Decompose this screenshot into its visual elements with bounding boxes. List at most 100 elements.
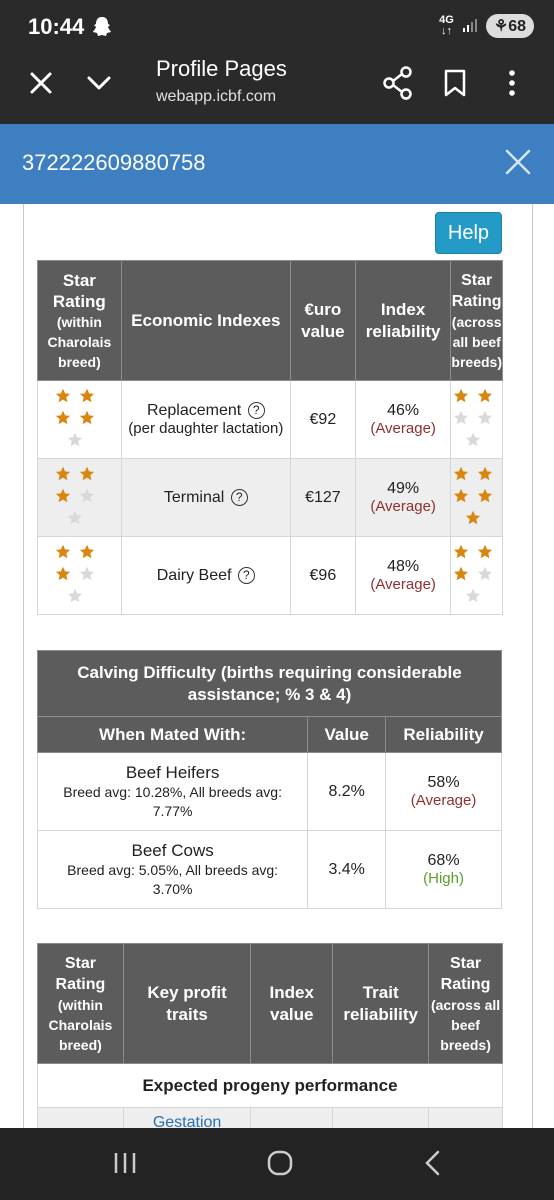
table-row: Beef Heifers Breed avg: 10.28%, All bree… [36,752,502,831]
star-filled-icon [56,566,71,581]
star-filled-icon [453,544,468,559]
star-filled-icon [80,466,95,481]
mated-with-cell: Beef Heifers Breed avg: 10.28%, All bree… [36,752,309,831]
star-filled-icon [453,488,468,503]
col-star-within: Star Rating (within Charolais breed) [37,943,124,1064]
star-filled-icon [80,410,95,425]
calving-difficulty-table: Calving Difficulty (births requiring con… [36,650,502,909]
euro-value: €92 [289,380,356,459]
col-star-across: Star Rating (across all beef breeds) [428,943,503,1064]
snapchat-icon [92,16,112,44]
star-rating-icons [55,384,103,450]
star-filled-icon [477,488,492,503]
help-button[interactable]: Help [435,212,502,254]
economic-indexes-table: Star Rating (within Charolais breed) Econo… [37,260,503,615]
star-filled-icon [56,410,71,425]
star-empty-icon [68,510,83,525]
key-profit-traits-table: Star Rating (within Charolais breed) Key p… [37,943,503,1128]
col-economic-indexes: Economic Indexes [120,260,291,381]
col-reliability: Reliability [385,716,502,753]
col-key-profit-traits: Key profit traits [122,943,252,1064]
star-filled-icon [56,388,71,403]
calving-reliability: 68% (High) [385,830,502,909]
recents-icon[interactable] [112,1150,138,1176]
star-filled-icon [56,544,71,559]
euro-value: €127 [289,458,356,537]
star-rating-icons [453,462,501,528]
star-empty-icon [465,588,480,603]
table-row: Replacement ? (per daughter lactation) €… [37,380,503,459]
star-rating-across [450,536,503,615]
browser-toolbar: Profile Pages webapp.icbf.com [0,54,554,124]
star-empty-icon [477,410,492,425]
col-index-reliability: Index reliability [354,260,452,381]
star-filled-icon [56,466,71,481]
star-rating-icons [453,540,501,606]
back-icon[interactable] [423,1150,443,1176]
star-filled-icon [453,566,468,581]
star-rating-icons [453,384,501,450]
modal-header: 372222609880758 [0,124,554,204]
page-url[interactable]: webapp.icbf.com [156,88,277,105]
star-empty-icon [80,488,95,503]
system-nav-bar [0,1128,554,1200]
col-star-across: Star Rating (across all beef breeds) [450,260,503,381]
star-filled-icon [477,388,492,403]
star-filled-icon [477,544,492,559]
star-empty-icon [80,566,95,581]
chevron-down-icon[interactable] [84,68,114,98]
index-name-cell: Terminal ? [120,458,291,537]
section-label: Expected progeny performance [37,1063,503,1108]
share-icon[interactable] [382,66,414,100]
reliability-cell: 46% (Average) [354,380,452,459]
reliability-cell: 48% (Average) [354,536,452,615]
col-star-within: Star Rating (within Charolais breed) [37,260,122,381]
question-icon[interactable]: ? [230,488,248,506]
col-trait-reliability: Trait reliability [332,943,430,1064]
calving-value: 3.4% [307,830,387,909]
status-indicators: 4G ↓↑ ⚘68 [439,14,534,38]
star-rating-across [450,458,503,537]
calving-table-title: Calving Difficulty (births requiring con… [37,650,502,717]
index-name-cell: Replacement ? (per daughter lactation) [120,380,291,459]
table-row: Terminal ? €127 49% (Average) [37,458,503,537]
close-icon[interactable] [26,68,56,98]
status-time: 10:44 [28,14,85,39]
star-rating-within [37,458,122,537]
network-indicator: 4G ↓↑ [439,14,454,37]
euro-value: €96 [289,536,356,615]
star-filled-icon [453,388,468,403]
bookmark-icon[interactable] [442,68,468,98]
more-options-icon[interactable] [502,68,522,98]
leaf-icon: ⚘ [493,18,509,35]
col-euro-value: €uro value [289,260,356,381]
star-empty-icon [68,588,83,603]
content-frame [23,204,533,1128]
star-filled-icon [80,544,95,559]
signal-icon [462,17,478,36]
home-icon[interactable] [267,1150,293,1176]
star-rating-within [37,536,122,615]
star-filled-icon [80,388,95,403]
table-row: Beef Cows Breed avg: 5.05%, All breeds a… [36,830,502,909]
modal-content[interactable]: Help Star Rating (within Charolais breed) … [0,204,554,1128]
col-index-value: Index value [250,943,334,1064]
question-icon[interactable]: ? [237,566,255,584]
status-bar: 10:44 4G ↓↑ ⚘68 [0,0,554,54]
star-rating-across [450,380,503,459]
star-rating-within [37,380,122,459]
star-filled-icon [453,466,468,481]
reliability-cell: 49% (Average) [354,458,452,537]
trait-link[interactable]: Gestation [122,1107,252,1128]
calving-value: 8.2% [307,752,387,831]
star-rating-icons [55,462,103,528]
page-title: Profile Pages [156,56,287,81]
star-rating-icons [55,540,103,606]
star-empty-icon [453,410,468,425]
close-modal-icon[interactable] [504,148,532,176]
col-value: Value [307,716,387,753]
star-filled-icon [465,510,480,525]
question-icon[interactable]: ? [247,402,265,419]
star-filled-icon [56,488,71,503]
col-mated-with: When Mated With: [36,716,309,753]
